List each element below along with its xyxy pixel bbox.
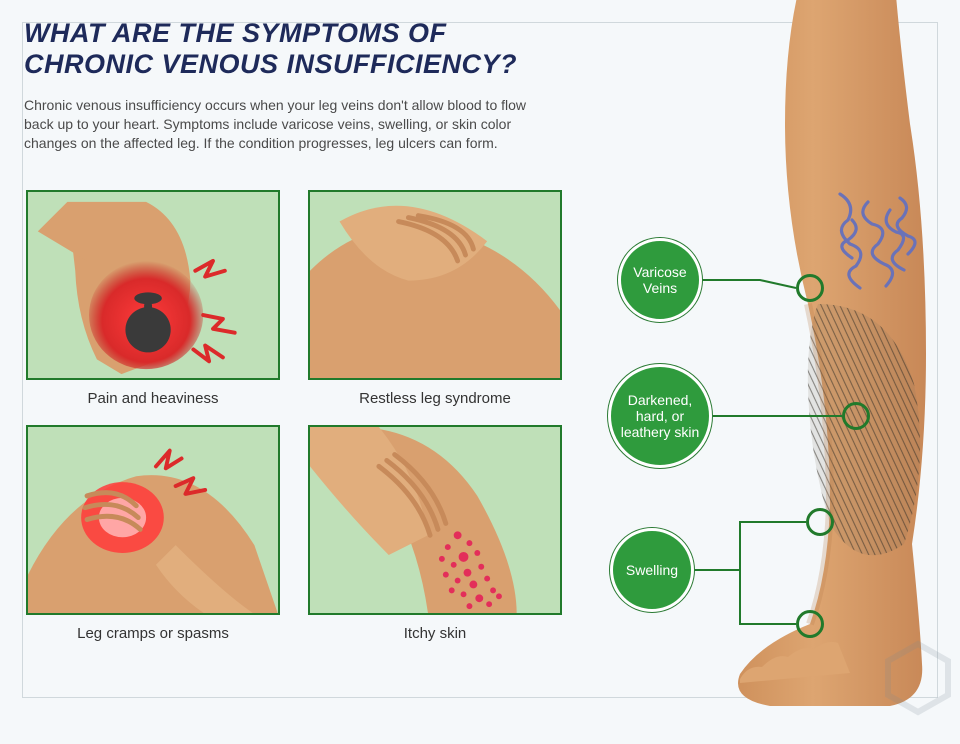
callout-badge: Swelling: [610, 528, 694, 612]
symptom-illustration-itchy-skin: [308, 425, 562, 615]
symptom-illustration-leg-cramps: [26, 425, 280, 615]
watermark-icon: [878, 638, 958, 718]
symptom-caption: Itchy skin: [404, 625, 467, 642]
symptom-card: Itchy skin: [306, 425, 564, 642]
leg-illustration: [690, 0, 960, 744]
symptom-caption: Leg cramps or spasms: [77, 625, 229, 642]
symptom-card: Leg cramps or spasms: [24, 425, 282, 642]
pain-heaviness-icon: [28, 192, 278, 379]
symptom-caption: Restless leg syndrome: [359, 390, 511, 407]
restless-leg-icon: [310, 192, 560, 379]
symptom-caption: Pain and heaviness: [88, 390, 219, 407]
symptom-card: Pain and heaviness: [24, 190, 282, 407]
page-title: WHAT ARE THE SYMPTOMS OF CHRONIC VENOUS …: [24, 18, 544, 80]
symptom-card: Restless leg syndrome: [306, 190, 564, 407]
callout-badge: Varicose Veins: [618, 238, 702, 322]
symptom-grid: Pain and heaviness Restless leg syndrome: [24, 190, 564, 642]
itchy-skin-icon: [310, 427, 560, 614]
callout-target-ring: [796, 610, 824, 638]
callout-target-ring: [806, 508, 834, 536]
callout-badge: Darkened, hard, or leathery skin: [608, 364, 712, 468]
symptom-illustration-pain-heaviness: [26, 190, 280, 380]
callout-target-ring: [842, 402, 870, 430]
page-description: Chronic venous insufficiency occurs when…: [24, 96, 544, 153]
leg-cramps-icon: [28, 427, 278, 614]
symptom-illustration-restless-leg: [308, 190, 562, 380]
callout-target-ring: [796, 274, 824, 302]
